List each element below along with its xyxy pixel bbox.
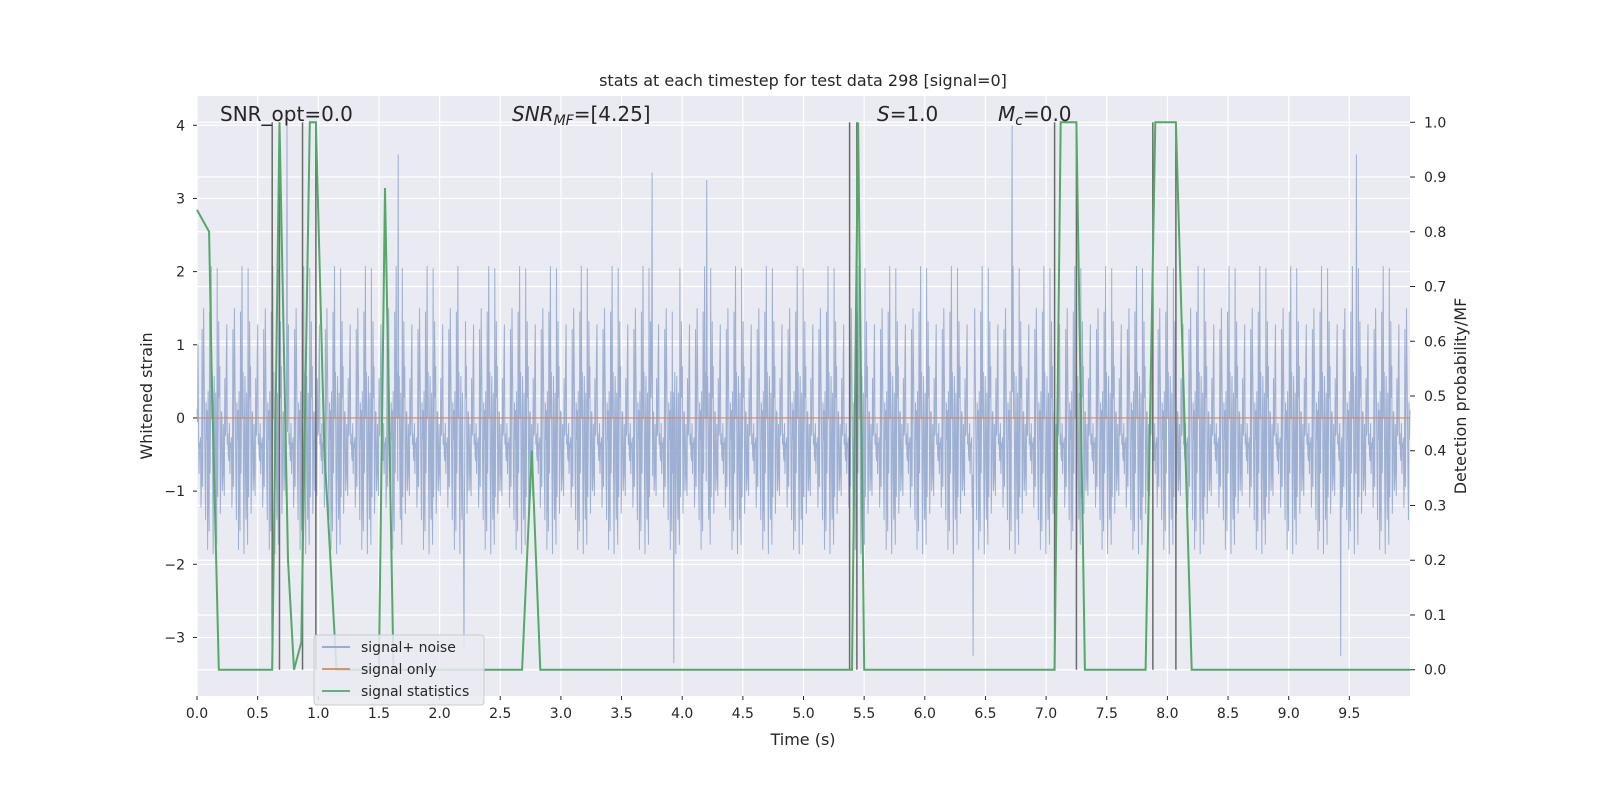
- x-tick-label: 0.5: [247, 706, 269, 722]
- y-tick-label: 1: [176, 338, 185, 354]
- y-tick-label: 3: [176, 191, 185, 207]
- signal-statistics-series: [196, 121, 1410, 671]
- legend-label-signal-noise: signal+ noise: [361, 640, 456, 656]
- legend-label-signal-statistics: signal statistics: [361, 684, 469, 700]
- y2-tick-label: 0.5: [1424, 389, 1446, 405]
- x-tick-label: 3.5: [610, 706, 632, 722]
- x-tick-label: 5.5: [853, 706, 875, 722]
- y2-tick-label: 0.1: [1424, 608, 1446, 624]
- y-tick-label: 4: [176, 118, 185, 134]
- annotation-s-symbol: S: [877, 102, 890, 126]
- annotation-s: S=1.0: [877, 102, 938, 126]
- y-tick-label: −1: [164, 484, 185, 500]
- annotation-snr-mf-subscript: MF: [554, 113, 575, 129]
- y2-tick-label: 0.8: [1424, 225, 1446, 241]
- signal-noise-series: [196, 125, 1411, 664]
- y2-tick-label: 0.9: [1424, 170, 1446, 186]
- x-tick-label: 5.0: [792, 706, 814, 722]
- y2-tick-label: 0.4: [1424, 444, 1446, 460]
- x-tick-label: 8.5: [1217, 706, 1239, 722]
- y2-tick-label: 0.3: [1424, 498, 1446, 514]
- annotation-snr-opt: SNR_opt=0.0: [220, 102, 353, 126]
- annotation-s-value: =1.0: [890, 102, 939, 126]
- y2-tick-label: 0.6: [1424, 334, 1446, 350]
- x-tick-label: 7.5: [1096, 706, 1118, 722]
- x-axis-ticks: 0.0 0.5 1.0 1.5 2.0 2.5 3.0 3.5 4.0 4.5 5.0 5.5 6.0 6…: [186, 696, 1360, 722]
- signal-noise-line: [196, 125, 1411, 664]
- y-tick-label: 0: [176, 411, 185, 427]
- y2-tick-label: 1.0: [1424, 115, 1446, 131]
- x-tick-label: 1.0: [307, 706, 329, 722]
- event-markers: [271, 122, 1177, 670]
- y-axis-ticks: −3 −2 −1 0 1 2 3 4: [164, 118, 197, 646]
- y-tick-label: 2: [176, 265, 185, 281]
- y2-axis-ticks: 0.0 0.1 0.2 0.3 0.4 0.5 0.6 0.7 0.8 0.9 1.0: [1410, 115, 1446, 679]
- signal-statistics-line: [196, 121, 1410, 671]
- x-tick-label: 6.5: [974, 706, 996, 722]
- annotation-snr-mf: SNRMF=[4.25]: [512, 102, 651, 129]
- y2-tick-label: 0.0: [1424, 663, 1446, 679]
- y-axis-title: Whitened strain: [137, 332, 156, 459]
- legend-box: [313, 634, 485, 706]
- x-tick-label: 4.0: [671, 706, 693, 722]
- annotation-mc-value: =0.0: [1023, 102, 1072, 126]
- legend-label-signal-only: signal only: [361, 662, 436, 678]
- x-tick-label: 0.0: [186, 706, 208, 722]
- x-tick-label: 9.5: [1338, 706, 1360, 722]
- annotation-mc-subscript: c: [1015, 113, 1023, 129]
- x-tick-label: 6.0: [914, 706, 936, 722]
- y-tick-label: −2: [164, 557, 185, 573]
- x-tick-label: 4.5: [732, 706, 754, 722]
- x-tick-label: 7.0: [1035, 706, 1057, 722]
- y-tick-label: −3: [164, 630, 185, 646]
- legend: signal+ noise signal only signal statist…: [313, 634, 485, 706]
- x-axis-title: Time (s): [769, 730, 835, 749]
- annotation-snr-mf-value: =[4.25]: [574, 102, 651, 126]
- annotation-mc-symbol: M: [998, 102, 1015, 126]
- annotation-snr-mf-symbol: SNR: [512, 102, 554, 126]
- x-tick-label: 1.5: [368, 706, 390, 722]
- x-tick-label: 9.0: [1278, 706, 1300, 722]
- chart-title: stats at each timestep for test data 298…: [599, 71, 1007, 90]
- x-tick-label: 2.5: [489, 706, 511, 722]
- y2-tick-label: 0.7: [1424, 280, 1446, 296]
- annotation-mc: Mc=0.0: [998, 102, 1072, 129]
- y2-axis-title: Detection probability/MF: [1451, 298, 1470, 495]
- x-tick-label: 8.0: [1156, 706, 1178, 722]
- y2-tick-label: 0.2: [1424, 553, 1446, 569]
- x-tick-label: 3.0: [550, 706, 572, 722]
- x-tick-label: 2.0: [428, 706, 450, 722]
